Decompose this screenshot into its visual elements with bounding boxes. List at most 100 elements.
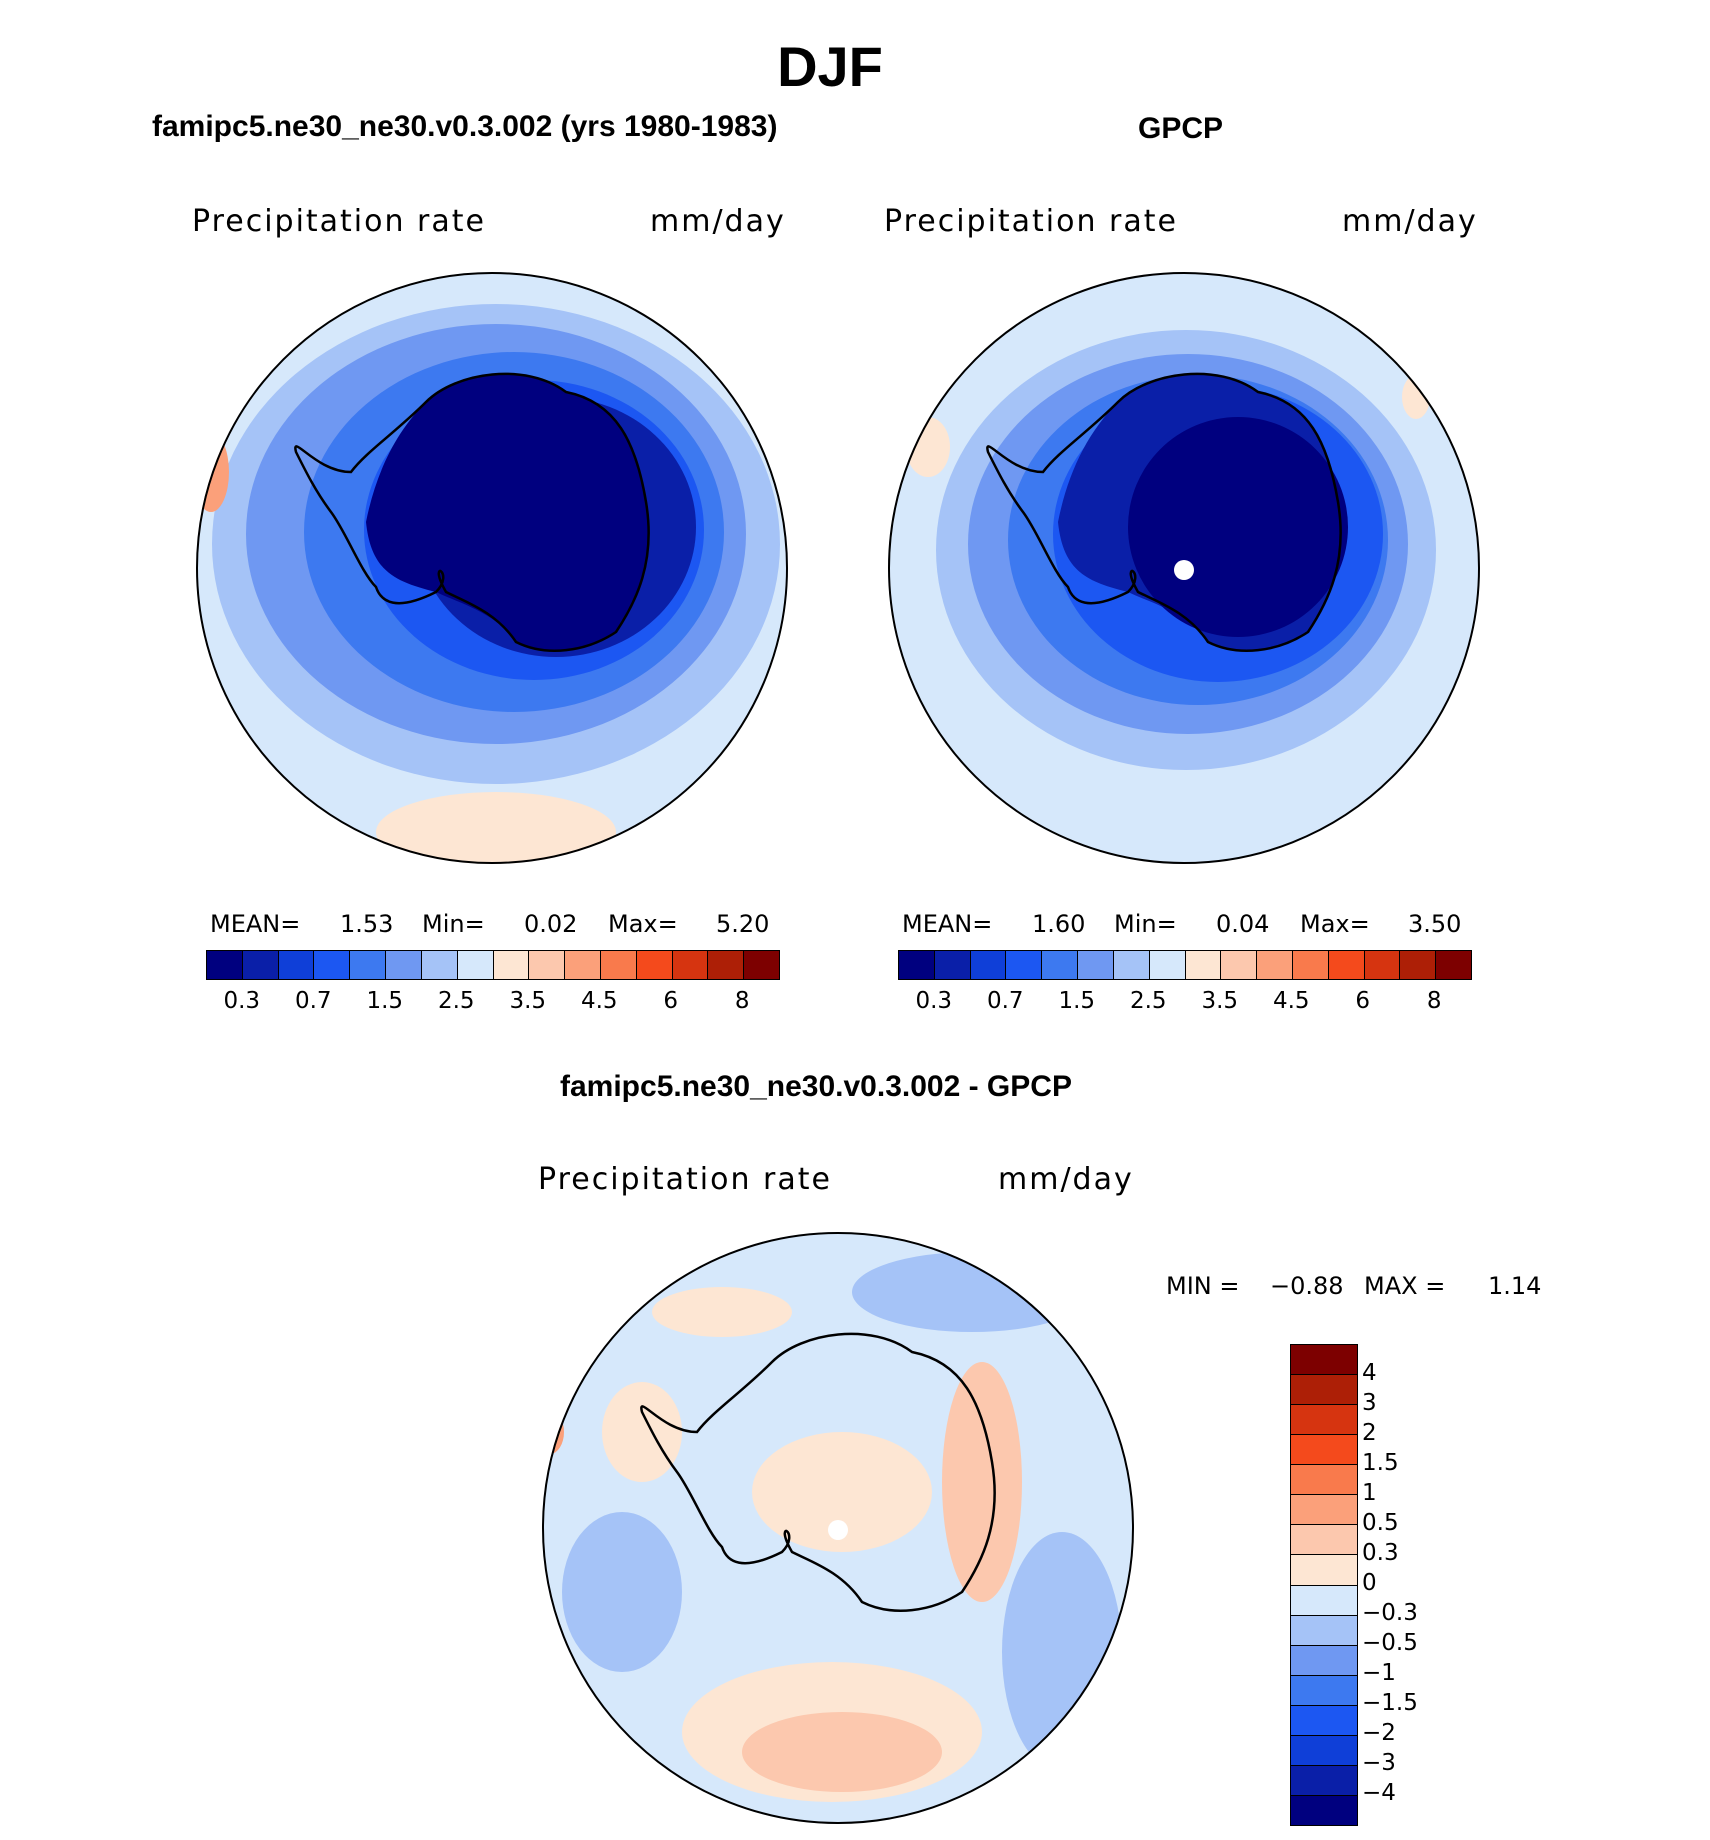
diff-max-value: 1.14	[1488, 1272, 1542, 1300]
colorbar-tick-label: 1.5	[366, 988, 404, 1014]
colorbar-swatch	[600, 951, 637, 979]
colorbar-swatch	[1149, 951, 1186, 979]
colorbar-tick-label: −0.3	[1362, 1600, 1418, 1626]
colorbar-swatch	[1006, 951, 1043, 979]
positive-anomaly	[1402, 375, 1430, 419]
colorbar-tick-label: 1	[1362, 1480, 1377, 1506]
left-variable-label: Precipitation rate	[192, 204, 486, 239]
positive-anomaly	[652, 1287, 792, 1337]
pole-hole	[828, 1520, 848, 1540]
colorbar-tick-label: 6	[1355, 988, 1371, 1014]
right-variable-label: Precipitation rate	[884, 204, 1178, 239]
colorbar-tick-label: 3.5	[1201, 988, 1239, 1014]
colorbar-swatch	[1291, 1405, 1357, 1436]
colorbar-swatch	[1291, 1465, 1357, 1496]
left-min-label: Min=	[422, 910, 485, 938]
colorbar-swatch	[350, 951, 387, 979]
colorbar-swatch	[1292, 951, 1329, 979]
figure-title: DJF	[777, 35, 883, 98]
left-max-label: Max=	[608, 910, 678, 938]
colorbar-tick-label: −1.5	[1362, 1690, 1418, 1716]
colorbar-tick-label: 0.7	[294, 988, 332, 1014]
colorbar-swatch	[207, 951, 243, 979]
right-polar-map	[888, 272, 1480, 864]
colorbar-swatch	[1291, 1345, 1357, 1376]
colorbar-swatch	[1436, 951, 1471, 979]
left-panel-subtitle: famipc5.ne30_ne30.v0.3.002 (yrs 1980-198…	[152, 110, 778, 143]
right-units-label: mm/day	[1342, 204, 1478, 239]
colorbar-tick-label: −1	[1362, 1660, 1396, 1686]
colorbar-tick-label: 8	[734, 988, 750, 1014]
colorbar-tick-label: −3	[1362, 1750, 1396, 1776]
colorbar-tick-label: 0.7	[986, 988, 1024, 1014]
left-colorbar	[206, 950, 780, 980]
colorbar-swatch	[636, 951, 673, 979]
colorbar-swatch	[1291, 1675, 1357, 1706]
colorbar-tick-label: 6	[663, 988, 679, 1014]
colorbar-swatch	[1400, 951, 1437, 979]
colorbar-tick-label: 3.5	[509, 988, 547, 1014]
colorbar-swatch	[744, 951, 779, 979]
left-polar-map	[196, 272, 788, 864]
colorbar-tick-label: 8	[1426, 988, 1442, 1014]
colorbar-tick-label: 2.5	[1129, 988, 1167, 1014]
left-mean-label: MEAN=	[210, 910, 301, 938]
positive-anomaly	[752, 1432, 932, 1552]
right-max-label: Max=	[1300, 910, 1370, 938]
colorbar-swatch	[242, 951, 279, 979]
colorbar-tick-label: 0.5	[1362, 1510, 1399, 1536]
colorbar-tick-label: 4.5	[580, 988, 618, 1014]
diff-max-label: MAX =	[1364, 1272, 1446, 1300]
colorbar-tick-label: 0	[1362, 1570, 1377, 1596]
colorbar-swatch	[529, 951, 566, 979]
colorbar-tick-label: 0.3	[915, 988, 953, 1014]
diff-units-label: mm/day	[998, 1162, 1134, 1197]
right-panel-subtitle: GPCP	[1138, 112, 1224, 145]
colorbar-swatch	[1328, 951, 1365, 979]
colorbar-swatch	[1221, 951, 1258, 979]
contour-band	[1128, 417, 1348, 637]
colorbar-swatch	[457, 951, 494, 979]
right-colorbar	[898, 950, 1472, 980]
diff-polar-map	[542, 1232, 1134, 1824]
colorbar-tick-label: 4	[1362, 1360, 1377, 1386]
colorbar-swatch	[1291, 1435, 1357, 1466]
colorbar-swatch	[1291, 1495, 1357, 1526]
positive-anomaly	[376, 792, 616, 864]
colorbar-tick-label: 2.5	[437, 988, 475, 1014]
coastline	[294, 372, 650, 652]
colorbar-swatch	[1291, 1375, 1357, 1406]
negative-anomaly	[852, 1252, 1092, 1332]
colorbar-swatch	[421, 951, 458, 979]
pole-hole	[1174, 560, 1194, 580]
colorbar-tick-label: −0.5	[1362, 1630, 1418, 1656]
colorbar-swatch	[386, 951, 422, 979]
colorbar-swatch	[899, 951, 935, 979]
left-max-value: 5.20	[716, 910, 770, 938]
left-units-label: mm/day	[650, 204, 786, 239]
colorbar-swatch	[1291, 1525, 1357, 1556]
diff-panel-subtitle: famipc5.ne30_ne30.v0.3.002 - GPCP	[560, 1070, 1072, 1103]
colorbar-tick-label: 0.3	[223, 988, 261, 1014]
positive-anomaly	[742, 1712, 942, 1792]
colorbar-swatch	[1113, 951, 1150, 979]
colorbar-swatch	[1078, 951, 1114, 979]
colorbar-swatch	[1185, 951, 1222, 979]
coastline	[986, 372, 1342, 652]
positive-anomaly	[602, 1382, 682, 1482]
diff-min-value: −0.88	[1270, 1272, 1344, 1300]
colorbar-tick-label: 4.5	[1272, 988, 1310, 1014]
colorbar-swatch	[1291, 1705, 1357, 1736]
continent-interior	[366, 373, 649, 651]
colorbar-tick-label: 2	[1362, 1420, 1377, 1446]
right-min-label: Min=	[1114, 910, 1177, 938]
right-min-value: 0.04	[1216, 910, 1270, 938]
colorbar-swatch	[1364, 951, 1401, 979]
colorbar-swatch	[1291, 1795, 1357, 1825]
positive-anomaly	[906, 417, 950, 477]
colorbar-tick-label: 0.3	[1362, 1540, 1399, 1566]
diff-colorbar	[1290, 1344, 1358, 1826]
colorbar-swatch	[1291, 1645, 1357, 1676]
colorbar-swatch	[1291, 1765, 1357, 1796]
left-mean-value: 1.53	[340, 910, 394, 938]
